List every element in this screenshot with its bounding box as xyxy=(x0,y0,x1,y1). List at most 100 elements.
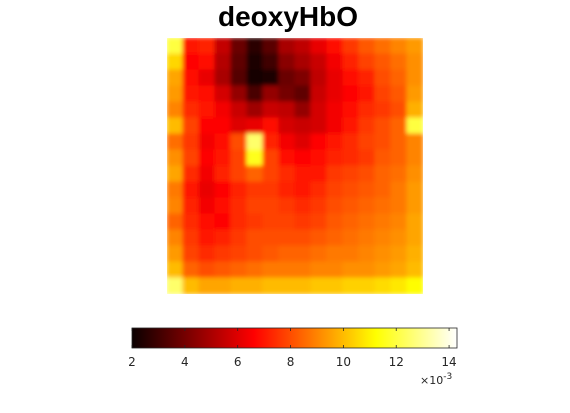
heatmap-cell xyxy=(262,181,280,199)
heatmap-cell xyxy=(358,277,376,294)
heatmap-cell xyxy=(310,213,328,231)
heatmap-cell xyxy=(342,197,360,215)
heatmap-cell xyxy=(406,149,423,167)
heatmap-cell xyxy=(406,197,423,215)
heatmap-cell xyxy=(342,69,360,87)
heatmap-cell xyxy=(214,245,232,263)
heatmap-cell xyxy=(262,261,280,279)
heatmap-cell xyxy=(326,53,344,71)
heatmap-cell xyxy=(406,53,423,71)
heatmap-cell xyxy=(167,53,184,71)
heatmap-cell xyxy=(294,53,312,71)
heatmap-cell xyxy=(230,213,248,231)
heatmap-cell xyxy=(294,69,312,87)
colorbar-exponent: ×10-3 xyxy=(420,372,452,387)
heatmap-cell xyxy=(358,38,376,55)
heatmap-cell xyxy=(406,277,423,294)
heatmap-cell xyxy=(262,149,280,167)
heatmap-cell xyxy=(294,277,312,294)
heatmap-cell xyxy=(310,181,328,199)
heatmap-cell xyxy=(310,277,328,294)
heatmap-cell xyxy=(278,133,296,151)
heatmap-cell xyxy=(294,165,312,183)
heatmap-cell xyxy=(278,165,296,183)
heatmap-cell xyxy=(294,229,312,247)
heatmap-cell xyxy=(262,197,280,215)
heatmap-cell xyxy=(230,181,248,199)
heatmap-cell xyxy=(198,85,216,103)
heatmap-cell xyxy=(374,229,392,247)
heatmap-cell xyxy=(246,69,264,87)
heatmap-cell xyxy=(262,213,280,231)
heatmap-cell xyxy=(167,69,184,87)
heatmap-cell xyxy=(358,181,376,199)
heatmap-cell xyxy=(198,53,216,71)
heatmap-cell xyxy=(374,197,392,215)
colorbar-tick-label: 8 xyxy=(287,355,295,369)
heatmap-cell xyxy=(310,101,328,119)
heatmap-cell xyxy=(390,133,408,151)
heatmap-cell xyxy=(342,117,360,135)
heatmap-cell xyxy=(246,181,264,199)
heatmap-cell xyxy=(326,149,344,167)
heatmap-cell xyxy=(358,165,376,183)
heatmap-cell xyxy=(310,261,328,279)
heatmap-cell xyxy=(214,85,232,103)
heatmap-cell xyxy=(167,85,184,103)
heatmap-cell xyxy=(262,277,280,294)
heatmap-cell xyxy=(310,53,328,71)
heatmap-cell xyxy=(167,117,184,135)
heatmap-cell xyxy=(230,133,248,151)
heatmap-cell xyxy=(374,245,392,263)
heatmap-cell xyxy=(406,229,423,247)
heatmap-cell xyxy=(294,245,312,263)
colorbar-tick-label: 14 xyxy=(441,355,456,369)
heatmap-cell xyxy=(262,85,280,103)
heatmap-cell xyxy=(182,229,200,247)
heatmap-cell xyxy=(262,133,280,151)
heatmap-cell xyxy=(214,165,232,183)
heatmap-cell xyxy=(278,229,296,247)
heatmap-cell xyxy=(214,213,232,231)
heatmap-cell xyxy=(246,197,264,215)
heatmap-cell xyxy=(406,261,423,279)
heatmap-cell xyxy=(167,229,184,247)
heatmap-cell xyxy=(294,133,312,151)
heatmap-cell xyxy=(230,165,248,183)
heatmap-cell xyxy=(167,165,184,183)
heatmap-cell xyxy=(294,197,312,215)
heatmap-cell xyxy=(342,133,360,151)
heatmap-cell xyxy=(342,181,360,199)
heatmap-cell xyxy=(342,149,360,167)
heatmap-cell xyxy=(182,149,200,167)
heatmap-cell xyxy=(342,53,360,71)
colorbar-gradient xyxy=(131,327,458,349)
heatmap-cell xyxy=(230,38,248,55)
heatmap-cell xyxy=(246,229,264,247)
heatmap-cell xyxy=(167,261,184,279)
heatmap-cell xyxy=(342,277,360,294)
heatmap-cell xyxy=(198,181,216,199)
heatmap-cell xyxy=(182,85,200,103)
heatmap-cell xyxy=(358,149,376,167)
heatmap-cell xyxy=(406,165,423,183)
heatmap-cell xyxy=(326,197,344,215)
heatmap-cell xyxy=(278,149,296,167)
heatmap-cell xyxy=(358,85,376,103)
heatmap-cell xyxy=(374,53,392,71)
heatmap-cell xyxy=(198,149,216,167)
heatmap-cell xyxy=(278,117,296,135)
heatmap-cell xyxy=(294,149,312,167)
heatmap-cell xyxy=(262,53,280,71)
colorbar-tick-label: 10 xyxy=(336,355,351,369)
heatmap-cell xyxy=(406,38,423,55)
heatmap-cell xyxy=(246,38,264,55)
heatmap-cell xyxy=(358,69,376,87)
heatmap-cell xyxy=(278,101,296,119)
heatmap-cell xyxy=(326,277,344,294)
heatmap-cell xyxy=(182,245,200,263)
heatmap-cell xyxy=(326,133,344,151)
heatmap-cell xyxy=(294,213,312,231)
heatmap-cell xyxy=(358,229,376,247)
